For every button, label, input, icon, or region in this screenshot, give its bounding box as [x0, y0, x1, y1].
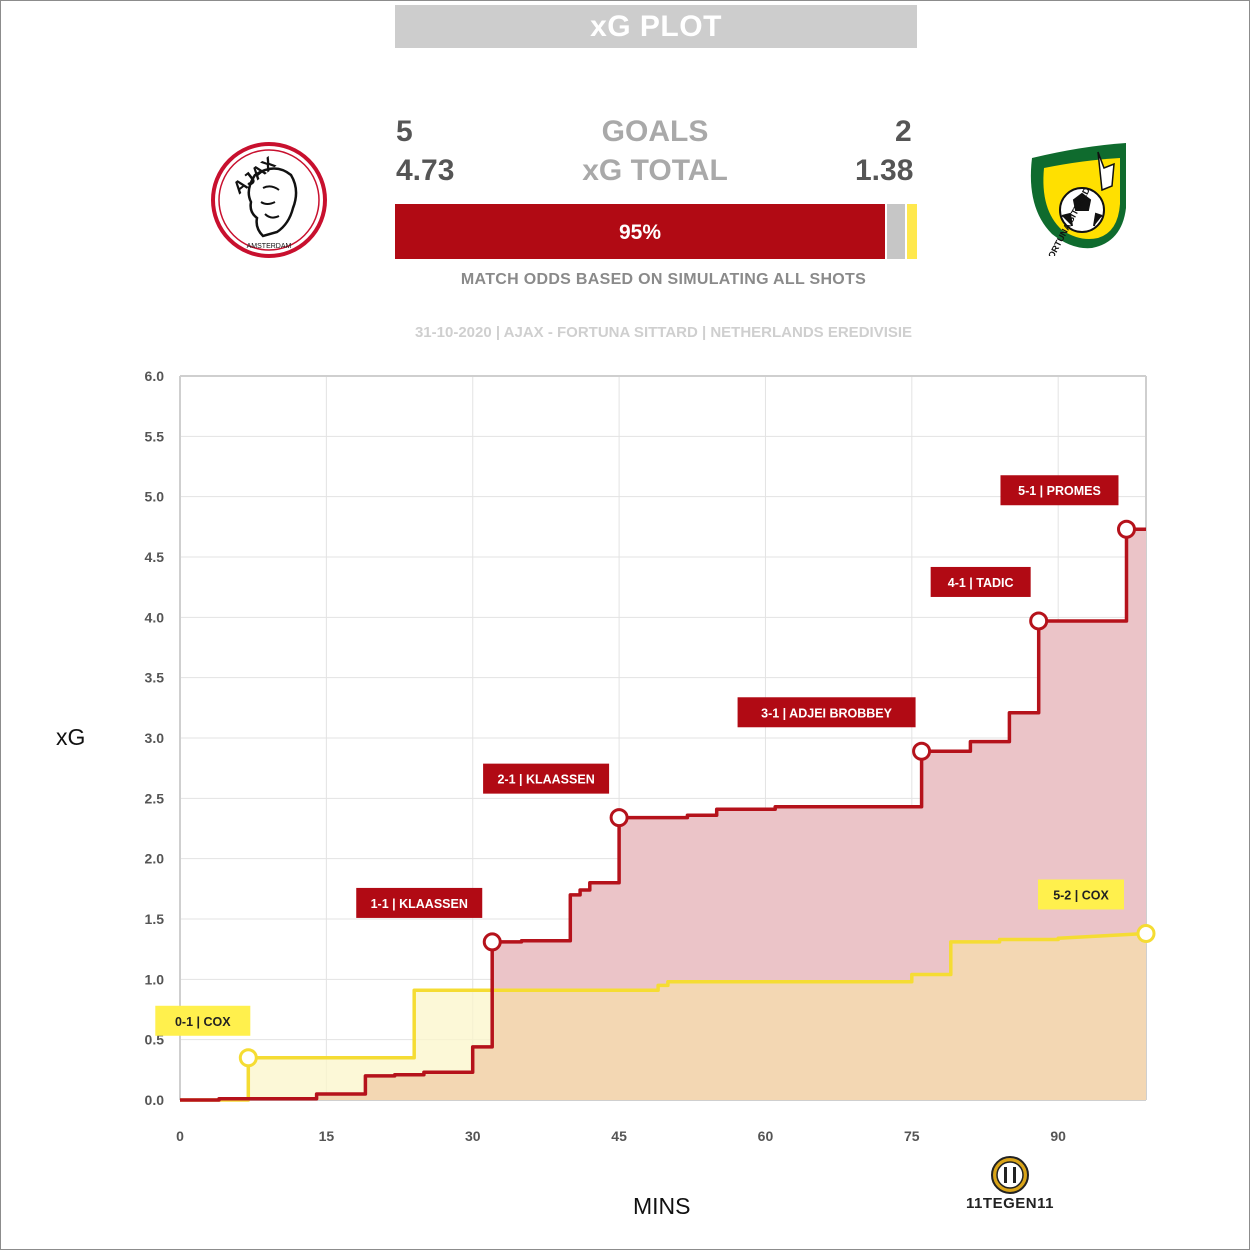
y-tick-label: 5.5 — [145, 428, 165, 444]
goal-label: 3-1 | ADJEI BROBBEY — [761, 706, 893, 720]
x-tick-label: 75 — [904, 1128, 920, 1144]
x-tick-label: 90 — [1050, 1128, 1066, 1144]
home-goals: 5 — [396, 115, 413, 148]
away-win-probability — [907, 204, 917, 259]
ajax-crest-icon: AJAX AMSTERDAM — [211, 142, 327, 258]
goal-label-box — [155, 1005, 251, 1036]
goal-marker — [1116, 519, 1136, 539]
draw-probability — [887, 204, 905, 259]
match-odds-bar: 95% — [395, 204, 917, 259]
x-tick-label: 30 — [465, 1128, 481, 1144]
home-win-probability-label: 95% — [618, 221, 662, 244]
goal-marker — [1136, 923, 1156, 943]
page-title: xG PLOT — [395, 5, 917, 48]
y-axis-label: xG — [56, 724, 86, 750]
goal-label: 4-1 | TADIC — [948, 576, 1014, 590]
y-tick-label: 2.5 — [145, 790, 165, 806]
y-tick-label: 3.5 — [145, 670, 165, 686]
goal-label-box — [483, 763, 610, 794]
goal-label: 0-1 | COX — [175, 1015, 231, 1029]
xg-total-label: xG TOTAL — [582, 154, 728, 187]
odds-note: MATCH ODDS BASED ON SIMULATING ALL SHOTS — [460, 271, 867, 288]
goal-label-box — [356, 887, 483, 918]
x-tick-label: 60 — [758, 1128, 774, 1144]
goal-label-box — [737, 697, 916, 728]
goal-label: 5-1 | PROMES — [1018, 484, 1101, 498]
brand-text: 11TEGEN11 — [966, 1195, 1054, 1212]
y-tick-label: 2.0 — [145, 851, 165, 867]
away-goals: 2 — [895, 115, 912, 148]
goal-label: 2-1 | KLAASSEN — [497, 773, 594, 787]
goal-label-box — [1038, 879, 1124, 910]
y-tick-label: 1.0 — [145, 971, 165, 987]
goal-marker — [482, 932, 502, 952]
match-info: 31-10-2020 | AJAX - FORTUNA SITTARD | NE… — [414, 324, 913, 341]
x-tick-label: 45 — [611, 1128, 627, 1144]
x-axis-label: MINS — [633, 1193, 691, 1219]
brand-logo: 11TEGEN11 — [965, 1155, 1055, 1217]
goal-label-box — [930, 566, 1031, 597]
fortuna-sittard-crest-icon: FORTUNA SITTARD — [1030, 143, 1126, 256]
goals-label: GOALS — [601, 115, 709, 148]
goal-label: 5-2 | COX — [1053, 888, 1109, 902]
ajax-crest-subtext: AMSTERDAM — [247, 243, 292, 250]
y-tick-label: 5.0 — [145, 489, 165, 505]
y-tick-label: 4.5 — [145, 549, 165, 565]
goal-marker — [238, 1048, 258, 1068]
home-win-probability: 95% — [395, 204, 885, 259]
y-tick-label: 3.0 — [145, 730, 165, 746]
11tegen11-logo-icon — [991, 1156, 1029, 1194]
y-tick-label: 6.0 — [145, 368, 165, 384]
goal-label-box — [1000, 475, 1119, 506]
away-xg-line — [180, 931, 1147, 1102]
x-tick-label: 15 — [319, 1128, 335, 1144]
goal-marker — [609, 808, 629, 828]
goal-label: 1-1 | KLAASSEN — [371, 897, 468, 911]
away-xg-total: 1.38 — [855, 154, 914, 187]
y-tick-label: 4.0 — [145, 609, 165, 625]
goal-marker — [1029, 611, 1049, 631]
y-tick-label: 1.5 — [145, 911, 165, 927]
x-tick-label: 0 — [176, 1128, 184, 1144]
goal-marker — [912, 741, 932, 761]
home-xg-total: 4.73 — [396, 154, 455, 187]
y-tick-label: 0.0 — [145, 1092, 165, 1108]
home-xg-area — [180, 529, 1146, 1100]
home-xg-line — [180, 527, 1146, 1102]
